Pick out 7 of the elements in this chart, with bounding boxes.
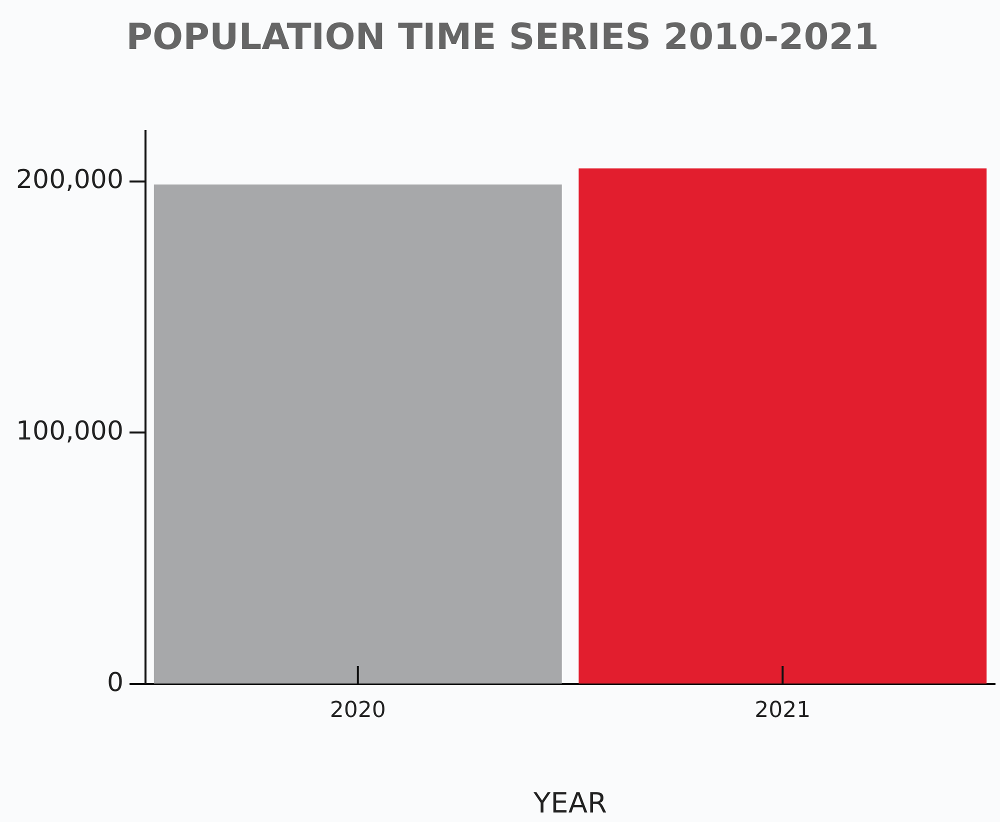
x-tick-label: 2021 [754, 698, 811, 723]
y-tick-label: 0 [106, 668, 124, 698]
y-tick-label: 100,000 [16, 416, 124, 446]
x-axis-title: YEAR [532, 786, 607, 820]
y-tick-label: 200,000 [16, 165, 124, 196]
chart-title: POPULATION TIME SERIES 2010-2021 [126, 16, 879, 58]
x-tick-label: 2020 [330, 698, 386, 723]
